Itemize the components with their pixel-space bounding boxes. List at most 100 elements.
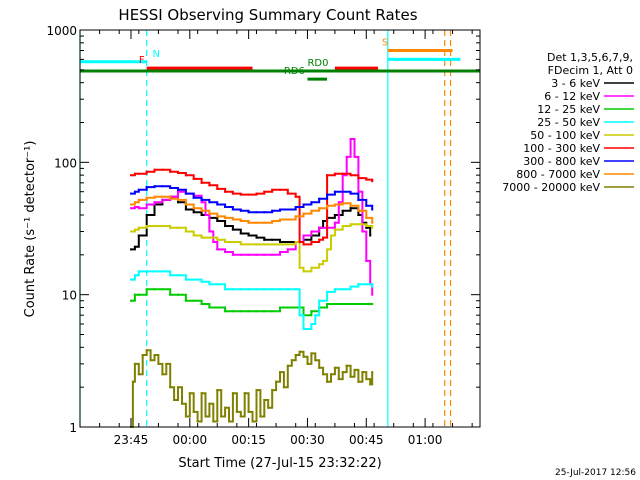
series-1-point-20 — [263, 253, 266, 256]
series-8-point-7 — [153, 354, 156, 356]
series-1-point-31 — [341, 174, 344, 177]
series-5-point-0 — [130, 174, 132, 177]
series-8-point-47 — [310, 352, 313, 355]
series-2-point-11 — [208, 306, 211, 309]
series-3-point-15 — [239, 288, 242, 291]
series-8-point-19 — [200, 392, 203, 395]
series-2-point-1 — [133, 293, 136, 296]
series-1-point-16 — [231, 253, 234, 256]
series-0-point-19 — [271, 238, 274, 241]
series-8-point-6 — [149, 359, 152, 362]
series-3-point-0 — [130, 278, 132, 281]
series-6-point-19 — [271, 209, 274, 212]
series-3-point-19 — [271, 288, 274, 291]
series-5-point-1 — [133, 172, 136, 175]
series-2-point-19 — [271, 310, 274, 313]
series-line-6 — [131, 185, 374, 214]
series-6-point-12 — [216, 203, 219, 206]
series-group — [130, 138, 374, 428]
series-6-point-20 — [279, 208, 281, 211]
series-0-point-29 — [341, 209, 344, 212]
series-5-point-4 — [153, 168, 156, 171]
series-5-point-33 — [365, 178, 368, 181]
series-3-point-33 — [365, 283, 368, 286]
timestamp: 25-Jul-2017 12:56 — [555, 468, 636, 478]
series-3-point-4 — [153, 270, 156, 273]
series-4-point-2 — [137, 226, 140, 229]
series-6-point-31 — [365, 204, 368, 207]
series-7-point-20 — [279, 218, 281, 221]
series-6-point-10 — [200, 198, 203, 201]
series-1-point-18 — [247, 253, 250, 256]
series-7-point-7 — [177, 198, 179, 201]
series-6-point-25 — [318, 197, 321, 200]
legend-label-0: 3 - 6 keV — [551, 77, 600, 90]
legend-label-4: 50 - 100 keV — [530, 129, 600, 142]
plot-frame — [79, 29, 481, 428]
state-bar-label-7: RD6 — [284, 66, 305, 77]
series-8-point-42 — [290, 359, 293, 362]
series-3-point-30 — [341, 288, 344, 291]
legend-label-5: 100 - 300 keV — [523, 142, 600, 155]
series-1-point-27 — [318, 226, 321, 229]
series-8-point-33 — [255, 389, 258, 392]
series-0-point-7 — [177, 201, 179, 204]
series-8-point-37 — [271, 389, 274, 392]
series-4-point-3 — [145, 225, 148, 227]
series-4-point-26 — [318, 263, 321, 266]
series-1-point-3 — [145, 203, 148, 206]
series-6-point-14 — [231, 208, 234, 211]
series-2-point-17 — [255, 310, 258, 313]
series-3-point-26 — [314, 314, 317, 317]
series-6-point-27 — [333, 190, 336, 193]
series-4-point-6 — [169, 226, 172, 229]
series-2-point-4 — [153, 288, 156, 291]
series-2-point-6 — [169, 293, 172, 296]
series-5-point-26 — [318, 238, 321, 241]
series-6-point-11 — [208, 201, 211, 204]
series-8-point-11 — [169, 386, 172, 389]
series-1-point-1 — [133, 206, 136, 208]
x-axis-title: Start Time (27-Jul-15 23:32:22) — [178, 456, 381, 471]
series-2-point-28 — [341, 303, 344, 305]
series-1-point-17 — [239, 253, 242, 256]
series-3-point-2 — [137, 270, 140, 273]
series-8-point-41 — [286, 364, 289, 367]
series-8-point-12 — [173, 399, 176, 401]
series-0-point-20 — [279, 241, 281, 243]
series-4-point-14 — [231, 241, 234, 243]
series-1-point-15 — [224, 251, 227, 253]
series-1-point-5 — [161, 198, 164, 201]
series-2-point-3 — [145, 288, 148, 291]
series-8-point-43 — [294, 354, 297, 356]
series-8-point-48 — [314, 359, 317, 362]
series-5-point-25 — [310, 241, 313, 243]
series-0-point-33 — [365, 226, 368, 229]
series-2-point-20 — [279, 306, 281, 309]
series-8-point-49 — [318, 366, 321, 369]
series-2-point-9 — [192, 299, 195, 302]
series-3-point-6 — [169, 274, 172, 277]
series-2-point-16 — [247, 310, 250, 313]
series-4-point-30 — [333, 228, 336, 231]
series-5-point-2 — [137, 172, 140, 175]
series-3-point-3 — [145, 270, 148, 273]
state-bar-label-2: S — [382, 37, 388, 48]
series-3-point-32 — [357, 283, 360, 286]
series-8-point-31 — [247, 410, 250, 413]
series-8-point-52 — [330, 373, 332, 376]
series-5-point-7 — [177, 172, 179, 174]
series-6-point-13 — [224, 206, 227, 208]
series-1-point-13 — [212, 241, 215, 243]
series-8-point-51 — [326, 380, 329, 383]
series-8-point-20 — [204, 415, 207, 418]
series-7-point-23 — [302, 212, 305, 215]
series-1-point-30 — [337, 201, 340, 204]
series-3-point-23 — [298, 314, 301, 317]
series-2-point-0 — [130, 299, 132, 302]
series-3-point-13 — [224, 288, 227, 291]
series-5-point-21 — [286, 192, 289, 195]
series-7-point-18 — [263, 221, 266, 224]
series-8-point-61 — [365, 378, 368, 381]
series-4-point-4 — [153, 225, 156, 227]
